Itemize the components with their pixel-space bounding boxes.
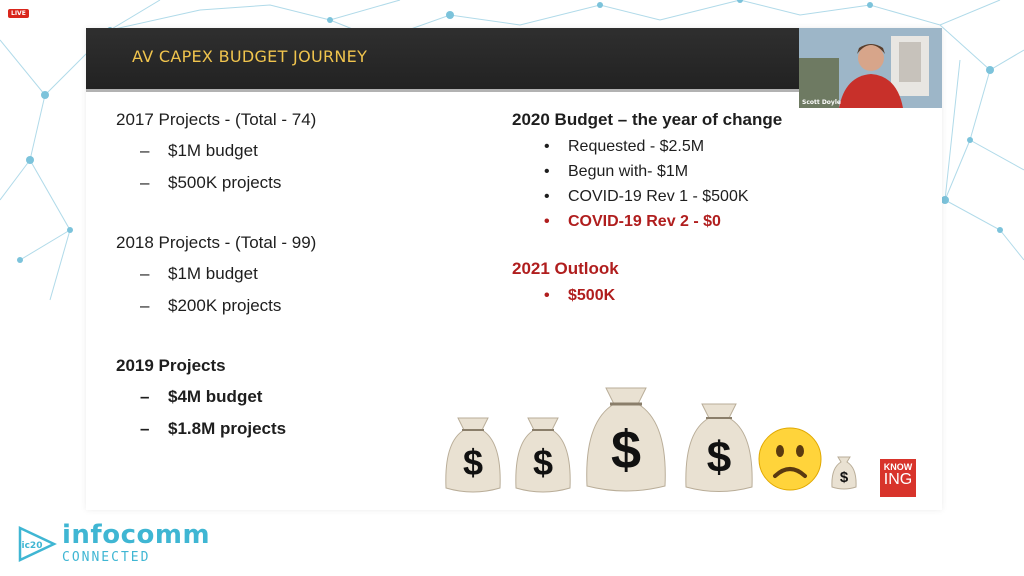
list-item: $1M budget [140,141,476,161]
bullet-item-highlight: $500K [544,286,932,305]
list-item: $500K projects [140,173,476,193]
svg-text:$: $ [463,442,483,483]
logo-subtitle: CONNECTED [62,550,151,565]
slide-title: AV CAPEX BUDGET JOURNEY [132,47,368,66]
right-column: 2020 Budget – the year of change Request… [512,110,932,311]
svg-text:$: $ [840,469,849,486]
heading-2019: 2019 Projects [116,356,226,375]
webcam-video-icon [799,28,942,108]
list-item: $4M budget [140,387,476,407]
list-item: $200K projects [140,296,476,316]
heading-2018: 2018 Projects - (Total - 99) [116,233,317,252]
svg-text:ic20: ic20 [22,541,43,551]
list-item: $1M budget [140,264,476,284]
speaker-webcam: Scott Doyle [799,28,942,108]
money-bag-icon: $ [685,403,753,492]
infocomm-connected-logo: ic20 infocomm CONNECTED [16,520,216,570]
money-bag-icon: $ [586,387,666,492]
svg-text:$: $ [533,442,553,483]
presentation-slide: AV CAPEX BUDGET JOURNEY Scott Doyle 2017… [86,28,942,510]
money-bag-icon: $ [445,417,501,493]
heading-2017: 2017 Projects - (Total - 74) [116,110,317,129]
knowing-logo: KNOW ING [880,459,916,497]
money-bag-icon: $ [515,417,571,493]
svg-text:$: $ [611,420,641,480]
bullet-item: Begun with- $1M [544,162,932,181]
list-item: $1.8M projects [140,419,476,439]
sad-face-icon [758,427,822,491]
bullet-item-highlight: COVID-19 Rev 2 - $0 [544,212,932,231]
svg-text:$: $ [707,433,731,482]
speaker-name: Scott Doyle [802,99,841,106]
heading-2021: 2021 Outlook [512,259,619,278]
bullet-item: Requested - $2.5M [544,137,932,156]
left-column: 2017 Projects - (Total - 74) $1M budget … [116,110,476,451]
heading-2020: 2020 Budget – the year of change [512,110,783,129]
live-badge: LIVE [8,9,29,18]
bullet-item: COVID-19 Rev 1 - $500K [544,187,932,206]
small-money-bag-icon: $ [831,456,857,490]
logo-name: infocomm [62,520,211,550]
ic20-logo-icon: ic20 [18,526,57,562]
